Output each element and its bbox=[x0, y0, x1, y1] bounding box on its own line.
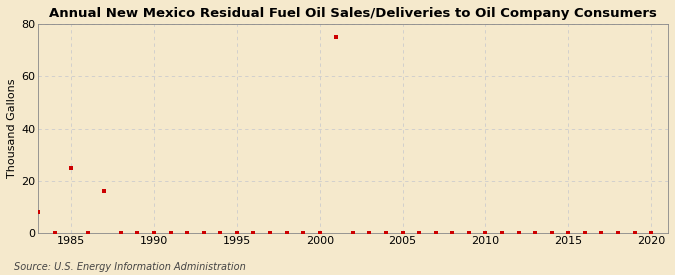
Point bbox=[281, 231, 292, 235]
Point bbox=[32, 210, 43, 214]
Point bbox=[165, 231, 176, 235]
Point bbox=[613, 231, 624, 235]
Point bbox=[298, 231, 308, 235]
Point bbox=[215, 231, 225, 235]
Point bbox=[646, 231, 657, 235]
Point bbox=[232, 231, 242, 235]
Point bbox=[629, 231, 640, 235]
Point bbox=[99, 189, 110, 194]
Point bbox=[148, 231, 159, 235]
Point bbox=[198, 231, 209, 235]
Point bbox=[331, 35, 342, 39]
Point bbox=[579, 231, 590, 235]
Point bbox=[447, 231, 458, 235]
Point bbox=[82, 231, 93, 235]
Point bbox=[348, 231, 358, 235]
Y-axis label: Thousand Gallons: Thousand Gallons bbox=[7, 79, 17, 178]
Point bbox=[546, 231, 557, 235]
Point bbox=[513, 231, 524, 235]
Text: Source: U.S. Energy Information Administration: Source: U.S. Energy Information Administ… bbox=[14, 262, 245, 272]
Point bbox=[115, 231, 126, 235]
Point bbox=[530, 231, 541, 235]
Point bbox=[497, 231, 508, 235]
Point bbox=[414, 231, 425, 235]
Point bbox=[381, 231, 392, 235]
Point bbox=[65, 166, 76, 170]
Title: Annual New Mexico Residual Fuel Oil Sales/Deliveries to Oil Company Consumers: Annual New Mexico Residual Fuel Oil Sale… bbox=[49, 7, 657, 20]
Point bbox=[430, 231, 441, 235]
Point bbox=[464, 231, 475, 235]
Point bbox=[364, 231, 375, 235]
Point bbox=[49, 231, 60, 235]
Point bbox=[132, 231, 143, 235]
Point bbox=[315, 231, 325, 235]
Point bbox=[397, 231, 408, 235]
Point bbox=[596, 231, 607, 235]
Point bbox=[265, 231, 275, 235]
Point bbox=[480, 231, 491, 235]
Point bbox=[182, 231, 192, 235]
Point bbox=[563, 231, 574, 235]
Point bbox=[248, 231, 259, 235]
